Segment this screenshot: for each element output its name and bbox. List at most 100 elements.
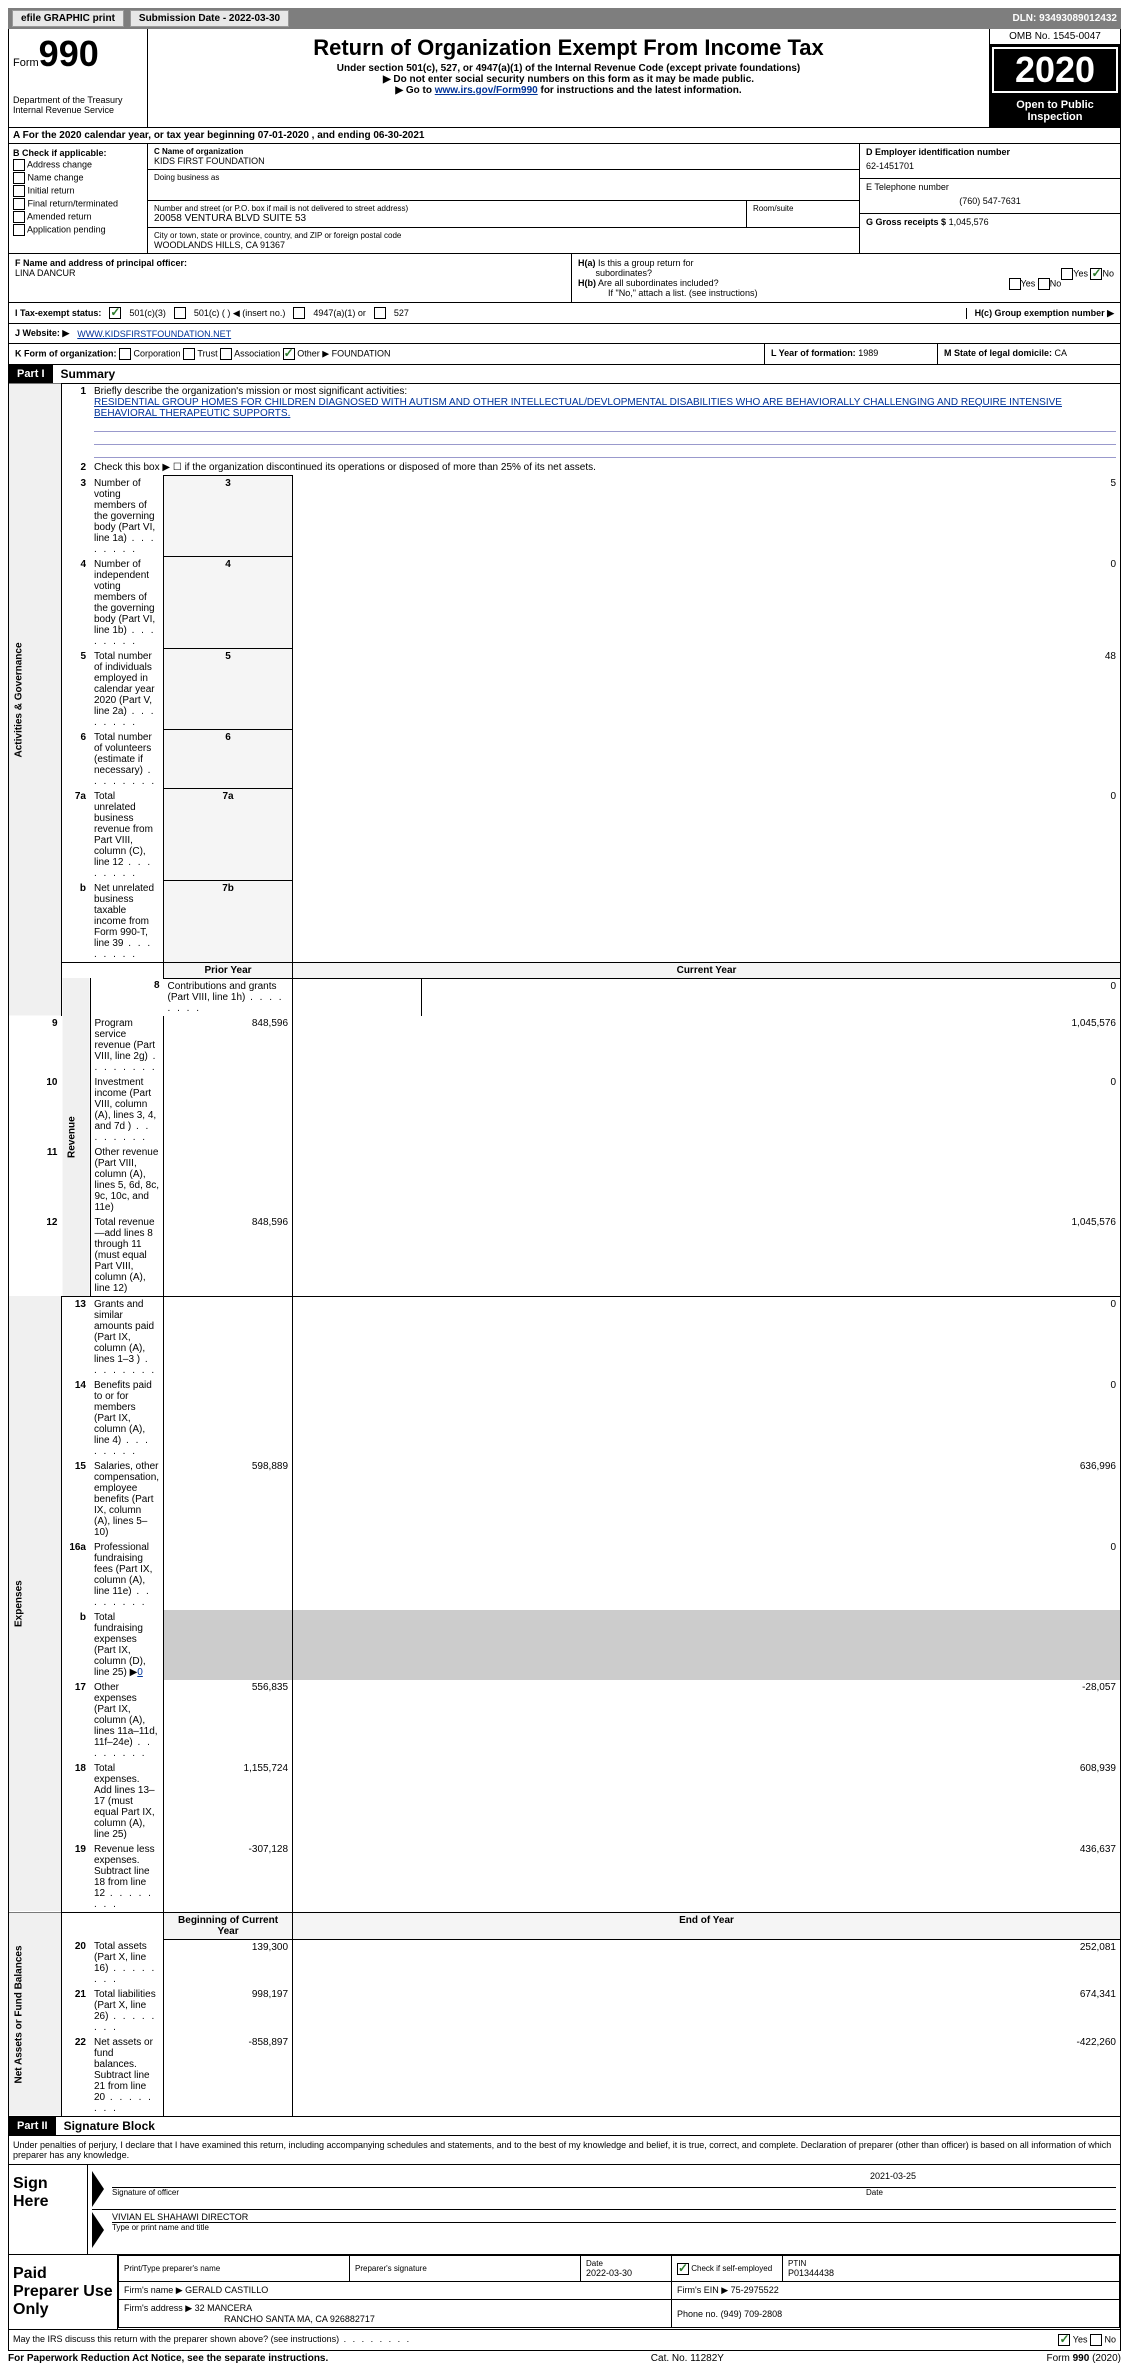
gross-label: G Gross receipts $ xyxy=(866,217,946,227)
penalties-text: Under penalties of perjury, I declare th… xyxy=(9,2136,1120,2164)
vert-expenses: Expenses xyxy=(9,1296,62,1912)
line10-current: 0 xyxy=(293,1075,1121,1145)
street-address: 20058 VENTURA BLVD SUITE 53 xyxy=(154,213,740,224)
line16b-val[interactable]: 0 xyxy=(137,1667,143,1678)
col-begin: Beginning of Current Year xyxy=(164,1912,293,1939)
mission-text[interactable]: RESIDENTIAL GROUP HOMES FOR CHILDREN DIA… xyxy=(94,397,1062,419)
form-prefix: Form xyxy=(13,57,39,69)
irs-link[interactable]: www.irs.gov/Form990 xyxy=(435,85,538,96)
summary-table: Activities & Governance 1 Briefly descri… xyxy=(8,384,1121,2117)
addr-label: Number and street (or P.O. box if mail i… xyxy=(154,204,740,213)
cb-application-pending[interactable]: Application pending xyxy=(13,224,143,236)
line21-begin: 998,197 xyxy=(164,1987,293,2035)
state-domicile-label: M State of legal domicile: xyxy=(944,348,1052,358)
efile-print-button[interactable]: efile GRAPHIC print xyxy=(12,10,124,27)
line12-current: 1,045,576 xyxy=(293,1215,1121,1297)
vert-netassets: Net Assets or Fund Balances xyxy=(9,1912,62,2117)
vert-governance: Activities & Governance xyxy=(9,384,62,1016)
cb-corp[interactable] xyxy=(119,348,131,360)
line17-label: Other expenses (Part IX, column (A), lin… xyxy=(90,1680,164,1761)
col-prior: Prior Year xyxy=(164,962,293,978)
box-klm: K Form of organization: Corporation Trus… xyxy=(8,344,1121,365)
cb-4947[interactable] xyxy=(293,307,305,319)
prep-sig-label: Preparer's signature xyxy=(355,2264,575,2273)
line9-current: 1,045,576 xyxy=(293,1016,1121,1075)
submission-date: Submission Date - 2022-03-30 xyxy=(130,10,289,27)
line5-val: 48 xyxy=(293,649,1121,730)
cb-501c3[interactable] xyxy=(109,307,121,319)
line9-label: Program service revenue (Part VIII, line… xyxy=(90,1016,164,1075)
line16b-prior xyxy=(164,1610,293,1680)
line4-val: 0 xyxy=(293,557,1121,649)
line11-prior xyxy=(164,1145,293,1215)
dept-treasury: Department of the Treasury Internal Reve… xyxy=(13,95,143,115)
cb-address-change[interactable]: Address change xyxy=(13,159,143,171)
line15-current: 636,996 xyxy=(293,1459,1121,1540)
line10-label: Investment income (Part VIII, column (A)… xyxy=(90,1075,164,1145)
box-h: H(a) Is this a group return for subordin… xyxy=(572,254,1120,302)
line20-begin: 139,300 xyxy=(164,1939,293,1987)
sub3-pre: ▶ Go to xyxy=(395,85,434,96)
line17-current: -28,057 xyxy=(293,1680,1121,1761)
year-formation-label: L Year of formation: xyxy=(771,348,856,358)
cb-assoc[interactable] xyxy=(220,348,232,360)
form-org-label: K Form of organization: xyxy=(15,348,117,358)
line20-end: 252,081 xyxy=(293,1939,1121,1987)
col-end: End of Year xyxy=(293,1912,1121,1939)
opt-501c3: 501(c)(3) xyxy=(129,308,166,318)
website-link[interactable]: WWW.KIDSFIRSTFOUNDATION.NET xyxy=(77,329,231,339)
box-d-e-g: D Employer identification number 62-1451… xyxy=(859,144,1120,253)
cb-discuss-no[interactable] xyxy=(1090,2334,1102,2346)
open-to-public: Open to Public Inspection xyxy=(990,95,1120,127)
cb-527[interactable] xyxy=(374,307,386,319)
cb-amended[interactable]: Amended return xyxy=(13,211,143,223)
page-footer: For Paperwork Reduction Act Notice, see … xyxy=(8,2351,1121,2364)
line8-label: Contributions and grants (Part VIII, lin… xyxy=(164,978,293,1016)
cb-initial-return[interactable]: Initial return xyxy=(13,185,143,197)
part2-bar: Part II Signature Block xyxy=(8,2117,1121,2136)
line1-label: Briefly describe the organization's miss… xyxy=(94,386,407,397)
cb-final-return[interactable]: Final return/terminated xyxy=(13,198,143,210)
officer-label: F Name and address of principal officer: xyxy=(15,258,565,268)
line14-current: 0 xyxy=(293,1378,1121,1459)
col-current: Current Year xyxy=(293,962,1121,978)
cb-name-change[interactable]: Name change xyxy=(13,172,143,184)
prep-date: 2022-03-30 xyxy=(586,2268,666,2278)
tax-year: 2020 xyxy=(992,47,1118,93)
part1-header: Part I xyxy=(9,365,53,383)
line22-end: -422,260 xyxy=(293,2035,1121,2117)
tax-status-label: I Tax-exempt status: xyxy=(15,308,101,318)
line15-label: Salaries, other compensation, employee b… xyxy=(90,1459,164,1540)
firm-ein: 75-2975522 xyxy=(731,2285,779,2295)
form-990-number: 990 xyxy=(39,33,99,74)
line22-begin: -858,897 xyxy=(164,2035,293,2117)
opt-527: 527 xyxy=(394,308,409,318)
box-j: J Website: ▶ WWW.KIDSFIRSTFOUNDATION.NET xyxy=(8,324,1121,344)
line15-prior: 598,889 xyxy=(164,1459,293,1540)
discuss-label: May the IRS discuss this return with the… xyxy=(13,2334,1058,2346)
subtitle-3: ▶ Go to www.irs.gov/Form990 for instruct… xyxy=(152,85,985,96)
line6-val xyxy=(293,730,1121,789)
paid-preparer-table: Print/Type preparer's name Preparer's si… xyxy=(118,2255,1120,2328)
line21-end: 674,341 xyxy=(293,1987,1121,2035)
org-name: KIDS FIRST FOUNDATION xyxy=(154,156,853,166)
dln-number: DLN: 93493089012432 xyxy=(1012,13,1117,24)
cb-trust[interactable] xyxy=(183,348,195,360)
line8-prior xyxy=(293,978,422,1016)
box-i: I Tax-exempt status: 501(c)(3) 501(c) ( … xyxy=(8,303,1121,324)
cb-501c[interactable] xyxy=(174,307,186,319)
paid-preparer-label: Paid Preparer Use Only xyxy=(9,2255,118,2329)
opt-other: Other ▶ xyxy=(297,348,329,358)
cb-discuss-yes[interactable] xyxy=(1058,2334,1070,2346)
phone-label: E Telephone number xyxy=(866,182,1114,192)
line14-prior xyxy=(164,1378,293,1459)
opt-501c: 501(c) ( ) ◀ (insert no.) xyxy=(194,308,285,319)
officer-group-row: F Name and address of principal officer:… xyxy=(8,254,1121,303)
firm-addr1: 32 MANCERA xyxy=(195,2303,253,2313)
line9-prior: 848,596 xyxy=(164,1016,293,1075)
cb-self-employed[interactable] xyxy=(677,2263,689,2275)
ein-label: D Employer identification number xyxy=(866,147,1114,157)
ptin-label: PTIN xyxy=(788,2259,1114,2268)
line21-label: Total liabilities (Part X, line 26) xyxy=(90,1987,164,2035)
cb-other[interactable] xyxy=(283,348,295,360)
